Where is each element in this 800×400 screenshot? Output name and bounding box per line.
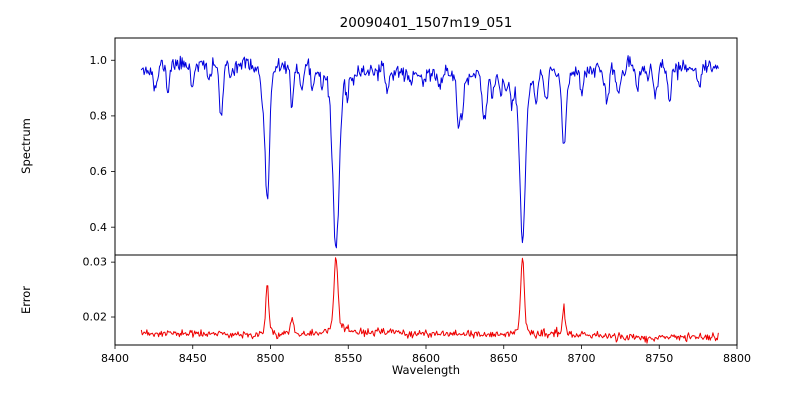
x-axis-label: Wavelength bbox=[392, 363, 460, 377]
x-tick-label: 8800 bbox=[723, 352, 751, 365]
x-tick-label: 8600 bbox=[412, 352, 440, 365]
spectrum-y-axis-label: Spectrum bbox=[19, 118, 33, 174]
x-ticks: 8400 8450 8500 8550 8600 8650 8700 8750 8800 bbox=[101, 345, 751, 365]
error-y-axis-label: Error bbox=[19, 286, 33, 314]
y-tick-label: 1.0 bbox=[90, 54, 108, 67]
x-tick-label: 8450 bbox=[179, 352, 207, 365]
x-tick-label: 8750 bbox=[645, 352, 673, 365]
y-tick-label: 0.8 bbox=[90, 109, 108, 122]
spectrum-line bbox=[140, 55, 719, 249]
y-tick-label: 0.03 bbox=[83, 256, 108, 269]
y-tick-label: 0.02 bbox=[83, 311, 108, 324]
spectrum-y-ticks: 0.4 0.6 0.8 1.0 bbox=[90, 54, 115, 234]
x-tick-label: 8550 bbox=[334, 352, 362, 365]
y-tick-label: 0.4 bbox=[90, 221, 108, 234]
error-line bbox=[140, 257, 719, 344]
y-tick-label: 0.6 bbox=[90, 165, 108, 178]
x-tick-label: 8400 bbox=[101, 352, 129, 365]
chart-title: 20090401_1507m19_051 bbox=[340, 15, 513, 31]
x-tick-label: 8500 bbox=[257, 352, 285, 365]
x-tick-label: 8650 bbox=[490, 352, 518, 365]
error-y-ticks: 0.02 0.03 bbox=[83, 256, 115, 324]
x-tick-label: 8700 bbox=[568, 352, 596, 365]
